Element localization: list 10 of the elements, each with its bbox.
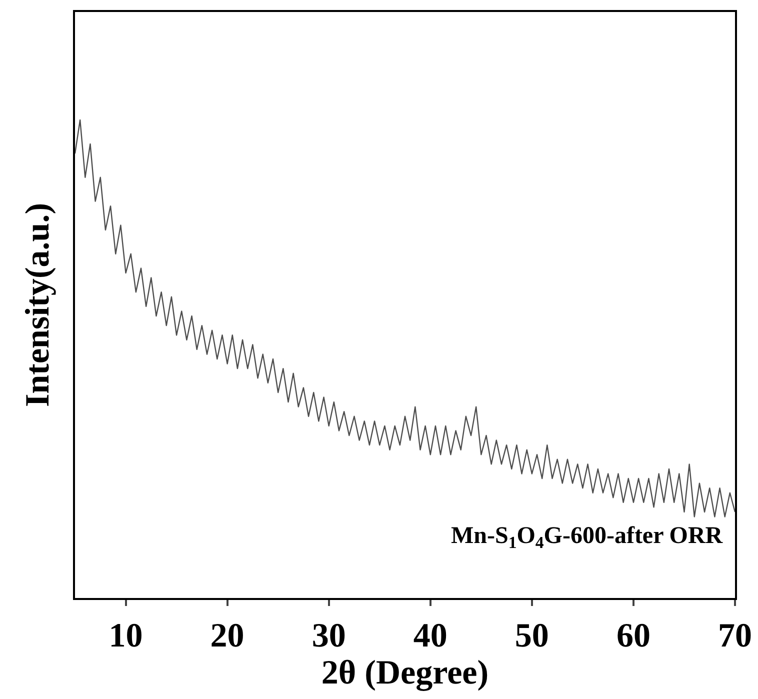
x-tick-label: 70 — [718, 618, 752, 655]
annotation: Mn-S$_{1}$O$_{4}$G-600-after ORR — [451, 523, 724, 552]
x-tick-label: 60 — [616, 618, 650, 655]
x-tick-label: 40 — [413, 618, 448, 655]
x-tick-label: 50 — [514, 618, 549, 655]
x-axis-title: 2θ (Degree) — [321, 654, 489, 692]
x-tick-label: 20 — [210, 618, 244, 655]
x-tick-label: 10 — [108, 618, 143, 655]
y-axis-title: Intensity(a.u.) — [19, 202, 56, 408]
x-tick-label: 30 — [312, 618, 346, 655]
